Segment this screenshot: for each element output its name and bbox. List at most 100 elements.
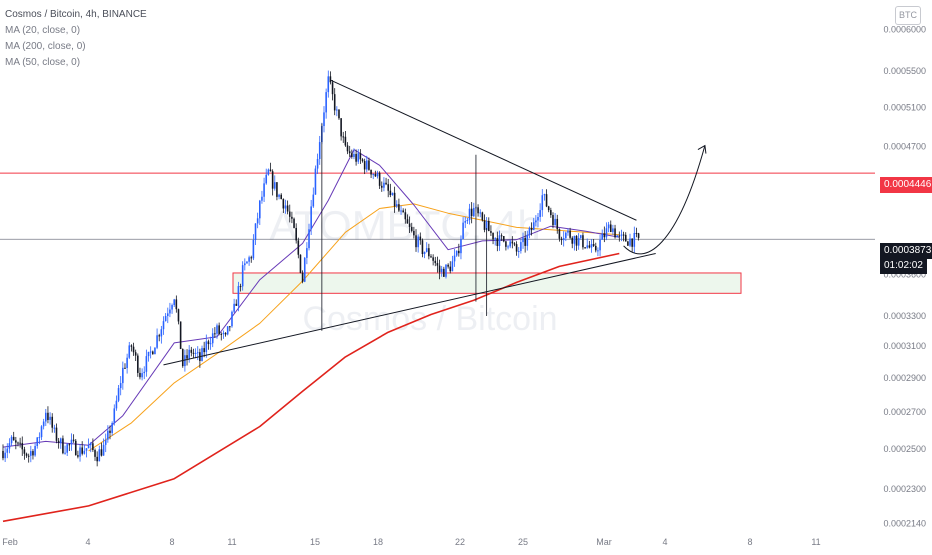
candle-body	[218, 325, 220, 334]
candle-body	[143, 371, 146, 374]
candle-body	[209, 343, 212, 345]
candle-body	[256, 218, 259, 224]
trendlines[interactable]	[163, 79, 707, 366]
candle-body	[271, 171, 274, 189]
candle-body	[68, 444, 71, 446]
candle-body	[21, 442, 24, 450]
candle-body	[267, 169, 270, 175]
candle-body	[70, 439, 73, 445]
candle-body	[160, 329, 163, 337]
candle-body	[331, 82, 334, 95]
candle-body	[250, 257, 253, 259]
candle-body	[231, 311, 233, 327]
candle-body	[278, 194, 280, 197]
candle-body	[316, 158, 319, 169]
candle-body	[586, 245, 589, 248]
candle-body	[122, 367, 124, 384]
candle-body	[235, 303, 238, 306]
candle-body	[633, 232, 636, 247]
candle-body	[479, 212, 482, 214]
candle-body	[511, 241, 514, 244]
candle-body	[462, 222, 464, 240]
candle-body	[211, 333, 214, 344]
candle-body	[458, 250, 460, 254]
candle-body	[175, 299, 178, 310]
candle-body	[226, 326, 229, 335]
candle-body	[562, 238, 565, 241]
candle-body	[115, 400, 118, 409]
candle-body	[597, 250, 599, 252]
candle-body	[535, 220, 537, 223]
candle-body	[186, 355, 188, 359]
candle-body	[413, 230, 415, 236]
candle-body	[179, 321, 182, 350]
candle-body	[466, 220, 469, 222]
candle-body	[177, 309, 180, 322]
candle-body	[419, 236, 422, 241]
candle-body	[113, 408, 116, 424]
candle-body	[109, 430, 111, 433]
candle-body	[53, 427, 56, 429]
candle-body	[385, 182, 387, 185]
candle-body	[629, 238, 631, 246]
candle-body	[530, 227, 533, 231]
candle-body	[128, 345, 131, 358]
candle-body	[164, 316, 167, 322]
candle-body	[577, 237, 580, 246]
candle-body	[492, 232, 494, 240]
candle-body	[64, 452, 66, 454]
candle-body	[543, 194, 546, 196]
candle-body	[139, 372, 141, 378]
candle-body	[445, 264, 447, 277]
upper-trendline[interactable]	[330, 79, 637, 221]
price-axis-bg	[875, 0, 932, 550]
candle-body	[434, 260, 437, 264]
y-tick-label: 0.0002700	[883, 407, 926, 417]
legend-title: Cosmos / Bitcoin, 4h, BINANCE	[5, 9, 147, 20]
candle-body	[252, 239, 255, 259]
x-tick-label: Feb	[2, 537, 18, 547]
candle-body	[618, 235, 621, 237]
candle-body	[38, 437, 41, 439]
candle-body	[554, 218, 556, 226]
candle-body	[402, 210, 404, 213]
candle-body	[293, 218, 295, 228]
time-axis[interactable]: Feb 4 8 11 15 18 22 25 Mar 4 8 11	[2, 537, 820, 547]
candle-body	[372, 173, 375, 175]
candle-body	[77, 455, 79, 457]
ma20-line	[2, 149, 620, 448]
candle-body	[552, 215, 554, 226]
candle-body	[32, 451, 34, 456]
candle-body	[4, 452, 6, 459]
candle-body	[616, 235, 618, 238]
candle-body	[513, 243, 516, 245]
candle-body	[588, 245, 591, 248]
candle-body	[306, 248, 308, 258]
candle-body	[515, 244, 518, 252]
candle-body	[532, 222, 535, 231]
price-axis[interactable]: 0.0006000 0.0005500 0.0005100 0.0004700 0.00…	[875, 0, 932, 550]
currency-badge[interactable]: BTC	[895, 6, 921, 25]
candle-body	[447, 264, 449, 267]
candle-body	[49, 416, 51, 420]
candle-body	[325, 92, 327, 113]
candle-body	[23, 449, 26, 454]
candle-body	[502, 236, 505, 242]
candle-body	[79, 447, 81, 457]
candle-body	[15, 440, 17, 443]
candle-body	[2, 450, 4, 459]
lower-trendline[interactable]	[163, 252, 656, 366]
candle-body	[188, 349, 190, 359]
candle-body	[468, 208, 471, 221]
candle-body	[494, 238, 496, 240]
candle-body	[517, 251, 520, 253]
projection-arrow[interactable]	[623, 145, 706, 255]
chart-legend: Cosmos / Bitcoin, 4h, BINANCE MA (20, cl…	[5, 7, 147, 71]
candle-body	[520, 242, 522, 252]
candle-body	[545, 194, 548, 207]
candle-body	[229, 326, 231, 328]
candle-body	[299, 254, 302, 273]
candle-body	[214, 333, 216, 335]
